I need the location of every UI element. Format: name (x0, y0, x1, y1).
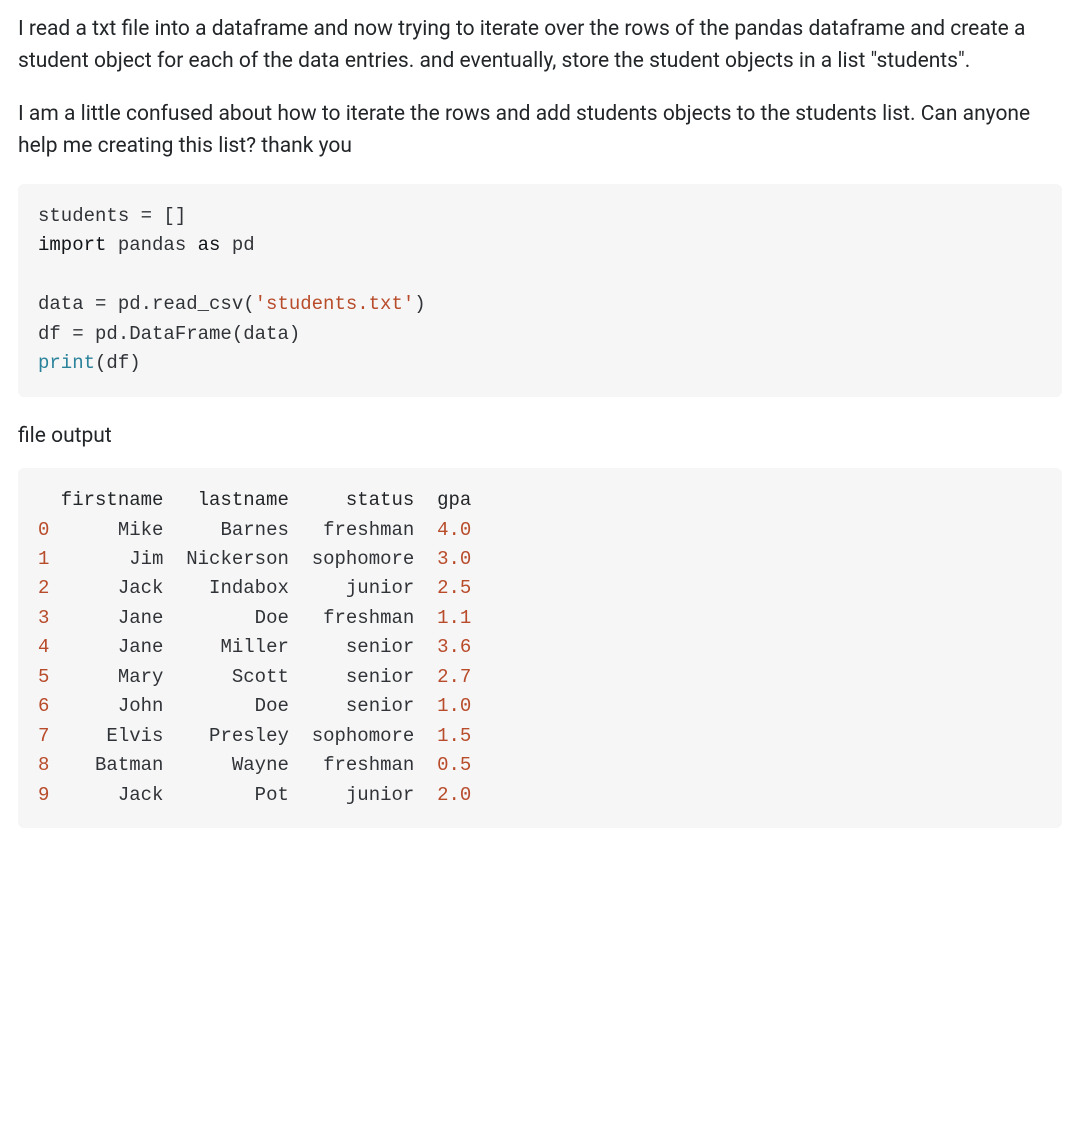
output-cell-gpa: 2.5 (437, 577, 471, 599)
code-string: 'students.txt' (255, 293, 415, 315)
output-data-row: 3 Jane Doe freshman 1.1 (38, 607, 471, 629)
output-cell-firstname: Jane (61, 607, 164, 629)
output-cell-status: senior (312, 666, 415, 688)
code-text: ) (414, 293, 425, 315)
output-cell-gpa: 4.0 (437, 519, 471, 541)
code-keyword: import (38, 234, 106, 256)
question-paragraph-1: I read a txt file into a dataframe and n… (18, 14, 1062, 77)
output-cell-firstname: Mary (61, 666, 164, 688)
output-index: 2 (38, 577, 49, 599)
output-data-row: 4 Jane Miller senior 3.6 (38, 636, 471, 658)
output-cell-lastname: Presley (186, 725, 289, 747)
output-cell-status: junior (312, 577, 415, 599)
output-cell-firstname: Jack (61, 577, 164, 599)
output-cell-firstname: Elvis (61, 725, 164, 747)
output-data-row: 8 Batman Wayne freshman 0.5 (38, 754, 471, 776)
output-data-row: 6 John Doe senior 1.0 (38, 695, 471, 717)
code-text: pd (220, 234, 254, 256)
code-text: df = pd.DataFrame(data) (38, 323, 300, 345)
output-cell-firstname: Jane (61, 636, 164, 658)
output-cell-lastname: Scott (186, 666, 289, 688)
output-cell-lastname: Wayne (186, 754, 289, 776)
output-cell-status: freshman (312, 754, 415, 776)
output-index: 5 (38, 666, 49, 688)
output-cell-firstname: Batman (61, 754, 164, 776)
code-text: (df) (95, 352, 141, 374)
output-cell-gpa: 1.1 (437, 607, 471, 629)
output-cell-status: senior (312, 695, 415, 717)
code-text: students = [] (38, 205, 186, 227)
output-data-row: 1 Jim Nickerson sophomore 3.0 (38, 548, 471, 570)
output-data-row: 0 Mike Barnes freshman 4.0 (38, 519, 471, 541)
output-index: 8 (38, 754, 49, 776)
code-keyword: as (198, 234, 221, 256)
output-cell-firstname: Jack (61, 784, 164, 806)
output-cell-status: freshman (312, 519, 415, 541)
output-data-row: 5 Mary Scott senior 2.7 (38, 666, 471, 688)
output-index: 0 (38, 519, 49, 541)
output-index: 3 (38, 607, 49, 629)
output-cell-lastname: Miller (186, 636, 289, 658)
output-cell-status: junior (312, 784, 415, 806)
code-block-output: firstname lastname status gpa 0 Mike Bar… (18, 468, 1062, 828)
code-block-source: students = [] import pandas as pd data =… (18, 184, 1062, 397)
output-data-row: 7 Elvis Presley sophomore 1.5 (38, 725, 471, 747)
output-cell-gpa: 1.5 (437, 725, 471, 747)
output-index: 4 (38, 636, 49, 658)
output-index: 1 (38, 548, 49, 570)
output-index: 6 (38, 695, 49, 717)
output-data-row: 2 Jack Indabox junior 2.5 (38, 577, 471, 599)
output-cell-status: freshman (312, 607, 415, 629)
output-cell-lastname: Pot (186, 784, 289, 806)
code-text: pandas (106, 234, 197, 256)
output-cell-lastname: Doe (186, 695, 289, 717)
output-cell-firstname: Jim (61, 548, 164, 570)
output-index: 7 (38, 725, 49, 747)
output-cell-firstname: John (61, 695, 164, 717)
output-cell-firstname: Mike (61, 519, 164, 541)
output-cell-gpa: 3.0 (437, 548, 471, 570)
output-cell-gpa: 3.6 (437, 636, 471, 658)
output-index: 9 (38, 784, 49, 806)
code-builtin: print (38, 352, 95, 374)
output-cell-gpa: 2.0 (437, 784, 471, 806)
output-cell-lastname: Indabox (186, 577, 289, 599)
output-cell-status: sophomore (312, 548, 415, 570)
output-data-row: 9 Jack Pot junior 2.0 (38, 784, 471, 806)
output-cell-status: sophomore (312, 725, 415, 747)
output-cell-lastname: Doe (186, 607, 289, 629)
question-paragraph-2: I am a little confused about how to iter… (18, 99, 1062, 162)
code-text: data = pd.read_csv( (38, 293, 255, 315)
output-cell-gpa: 1.0 (437, 695, 471, 717)
output-label: file output (18, 421, 1062, 453)
output-cell-gpa: 0.5 (437, 754, 471, 776)
output-cell-lastname: Barnes (186, 519, 289, 541)
output-cell-gpa: 2.7 (437, 666, 471, 688)
output-header-row: firstname lastname status gpa (38, 489, 471, 511)
output-cell-status: senior (312, 636, 415, 658)
output-cell-lastname: Nickerson (186, 548, 289, 570)
